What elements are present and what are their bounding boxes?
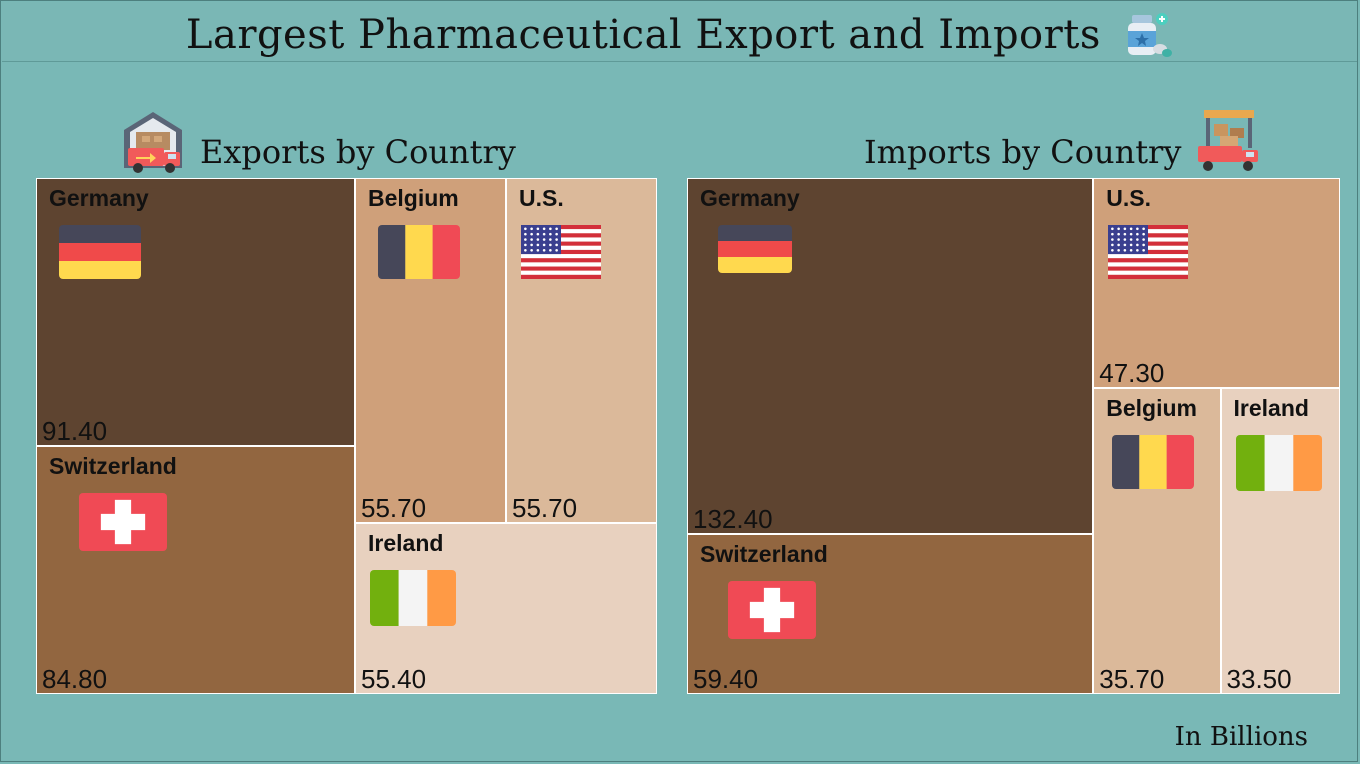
imports-tile-label: Belgium [1106, 394, 1197, 421]
exports-tile-label: U.S. [519, 185, 564, 211]
imports-tile-label: U.S. [1106, 185, 1151, 211]
imports-tile-belgium: Belgium 35.70 [1093, 387, 1221, 694]
exports-tile-value: 91.40 [42, 415, 108, 446]
belgium-flag-icon [378, 225, 460, 283]
imports-tile-label: Switzerland [700, 541, 828, 568]
exports-tile-switzerland: Switzerland 84.80 [36, 445, 355, 694]
exports-panel-title: Exports by Country [200, 133, 516, 171]
switzerland-flag-icon [79, 492, 167, 555]
imports-tile-value: 35.70 [1099, 663, 1165, 694]
ireland-flag-icon [370, 569, 456, 630]
exports-tile-u-s: U.S. 55.70 [506, 178, 657, 523]
exports-tile-belgium: Belgium 55.70 [355, 178, 506, 523]
main-title-text: Largest Pharmaceutical Export and Import… [185, 12, 1101, 58]
medicine-bottle-icon [1128, 13, 1173, 57]
exports-tile-label: Belgium [368, 185, 459, 211]
exports-treemap: Germany 91.40 Switzerland 84.80 Belgium 55… [36, 178, 657, 694]
ireland-flag-icon [1235, 434, 1322, 495]
imports-panel-title: Imports by Country [864, 133, 1182, 171]
main-title: Largest Pharmaceutical Export and Import… [0, 8, 1360, 59]
switzerland-flag-icon [728, 581, 816, 643]
imports-tile-label: Ireland [1233, 394, 1309, 421]
imports-tile-value: 59.40 [693, 663, 759, 694]
imports-tile-u-s: U.S. 47.30 [1093, 178, 1340, 388]
exports-tile-label: Germany [49, 185, 149, 211]
imports-tile-value: 47.30 [1099, 357, 1165, 388]
exports-tile-germany: Germany 91.40 [36, 178, 355, 446]
exports-tile-label: Switzerland [49, 452, 177, 479]
imports-tile-value: 33.50 [1226, 663, 1292, 694]
us-flag-icon [521, 225, 601, 283]
belgium-flag-icon [1112, 434, 1195, 493]
imports-treemap: Germany 132.40 Switzerland 59.40 U.S. 47.30… [687, 178, 1340, 694]
germany-flag-icon [718, 225, 792, 277]
exports-tile-value: 84.80 [42, 663, 108, 694]
imports-tile-value: 132.40 [693, 504, 773, 535]
us-flag-icon [1108, 225, 1189, 283]
germany-flag-icon [59, 225, 141, 283]
exports-tile-value: 55.40 [361, 663, 427, 694]
unit-note: In Billions [1174, 722, 1308, 752]
imports-tile-germany: Germany 132.40 [687, 178, 1094, 535]
exports-tile-value: 55.70 [361, 492, 427, 523]
imports-tile-label: Germany [700, 185, 800, 211]
imports-tile-ireland: Ireland 33.50 [1220, 387, 1340, 694]
imports-tile-switzerland: Switzerland 59.40 [687, 534, 1094, 694]
exports-tile-value: 55.70 [512, 492, 578, 523]
exports-tile-label: Ireland [368, 529, 444, 556]
exports-tile-ireland: Ireland 55.40 [355, 522, 657, 694]
warehouse-truck-icon [124, 112, 182, 173]
delivery-truck-icon [1198, 110, 1258, 171]
